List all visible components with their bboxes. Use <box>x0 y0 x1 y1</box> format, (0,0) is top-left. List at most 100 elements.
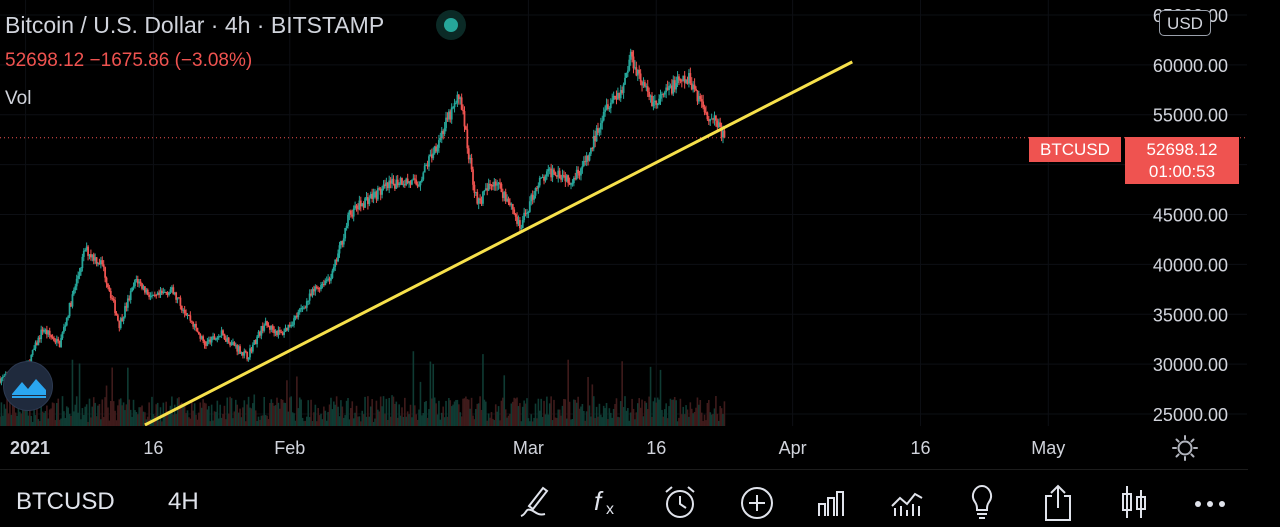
volume-bar <box>362 414 365 426</box>
candle-body <box>430 154 433 159</box>
volume-bar <box>276 397 278 426</box>
volume-bar <box>9 397 11 426</box>
trendline-group <box>144 60 853 427</box>
alarm-icon[interactable] <box>660 482 700 522</box>
volume-bar <box>567 359 569 426</box>
volume-bar <box>541 416 544 426</box>
volume-bar <box>557 409 560 426</box>
candle-body <box>165 291 168 293</box>
lightbulb-icon[interactable] <box>962 482 1002 522</box>
volume-bar <box>442 406 444 426</box>
tradingview-logo-icon[interactable] <box>3 361 53 411</box>
candle-body <box>263 325 266 331</box>
candle-body <box>220 330 223 336</box>
candle-body <box>70 302 72 307</box>
candle-body <box>384 184 386 187</box>
price-chart[interactable]: 25000.00 30000.00 35000.00 40000.00 45000.00… <box>0 0 1247 427</box>
volume-bar <box>222 413 224 426</box>
volume-bar <box>173 404 176 426</box>
volume-bar <box>146 416 149 426</box>
volume-bar <box>142 411 145 426</box>
volume-bar <box>473 419 476 426</box>
y-tick-label: 45000.00 <box>1153 205 1228 225</box>
volume-bar <box>81 408 84 426</box>
volume-bar <box>384 413 386 426</box>
more-icon[interactable] <box>1190 482 1230 522</box>
chart-settings-gear-icon[interactable] <box>1170 434 1200 462</box>
volume-bar <box>425 400 427 426</box>
volume-bar <box>448 398 450 426</box>
candle-body <box>446 117 449 120</box>
volume-bar <box>24 406 27 426</box>
candle-body <box>398 183 401 186</box>
candles-icon[interactable] <box>1114 482 1154 522</box>
volume-bar <box>277 402 280 426</box>
volume-bar <box>307 400 310 426</box>
volume-bar <box>306 416 308 426</box>
volume-bar <box>115 420 118 426</box>
candle-body <box>126 298 129 308</box>
volume-bar <box>121 405 123 426</box>
candle-body <box>625 72 628 78</box>
volume-bar <box>85 404 88 426</box>
candle-body <box>241 352 244 356</box>
candle-body <box>543 176 545 181</box>
candle-body <box>216 337 219 340</box>
candle-body <box>655 100 658 105</box>
candle-body <box>722 130 724 138</box>
draw-icon[interactable] <box>513 482 553 522</box>
share-icon[interactable] <box>1038 482 1078 522</box>
candle-body <box>661 93 663 95</box>
volume-bar <box>193 403 196 426</box>
candle-body <box>257 331 260 337</box>
volume-bar <box>712 413 714 426</box>
currency-button[interactable]: USD <box>1159 10 1211 36</box>
candle-body <box>116 315 119 321</box>
volume-bar <box>266 415 268 426</box>
candle-body <box>74 286 77 291</box>
time-axis[interactable]: 2021 16 Feb Mar 16 Apr 16 May <box>0 426 1247 470</box>
volume-bar <box>139 407 142 426</box>
volume-bar <box>20 413 23 426</box>
volume-bar <box>290 396 292 426</box>
line-chart-icon[interactable] <box>887 482 927 522</box>
candle-body <box>389 180 392 184</box>
candle-body <box>278 329 281 332</box>
interval-button[interactable]: 4H <box>168 488 199 515</box>
plus-circle-icon[interactable] <box>737 482 777 522</box>
candle-body <box>178 297 180 299</box>
symbol-title[interactable]: Bitcoin / U.S. Dollar · 4h · BITSTAMP <box>5 12 385 38</box>
volume-bar <box>455 399 457 426</box>
bar-chart-icon[interactable] <box>812 482 852 522</box>
candle-body <box>594 135 597 142</box>
volume-bar <box>132 399 135 426</box>
candle-body <box>152 294 155 296</box>
volume-bar <box>27 415 30 426</box>
candle-body <box>55 339 58 343</box>
price-axis-strip <box>1247 0 1280 470</box>
volume-bar <box>261 415 264 426</box>
volume-indicator-label[interactable]: Vol <box>5 88 32 109</box>
symbol-button[interactable]: BTCUSD <box>16 488 115 515</box>
candle-body <box>705 112 707 114</box>
candle-body <box>393 183 396 189</box>
volume-bar <box>200 407 203 426</box>
candle-body <box>196 327 199 333</box>
candle-body <box>274 330 277 334</box>
candle-body <box>243 350 246 356</box>
volume-bar <box>698 404 700 426</box>
candle-body <box>124 306 126 318</box>
volume-bar <box>668 406 670 426</box>
volume-bar <box>592 396 595 426</box>
candle-body <box>131 287 134 292</box>
chart-area[interactable]: 25000.00 30000.00 35000.00 40000.00 45000.00… <box>0 0 1247 458</box>
candle-body <box>253 340 256 345</box>
volume-bar <box>440 412 443 426</box>
volume-bar <box>50 408 52 426</box>
candle-body <box>249 348 251 358</box>
volume-bar <box>7 413 10 426</box>
candle-body <box>717 122 720 128</box>
volume-bar <box>389 416 392 426</box>
candle-body <box>226 337 229 342</box>
